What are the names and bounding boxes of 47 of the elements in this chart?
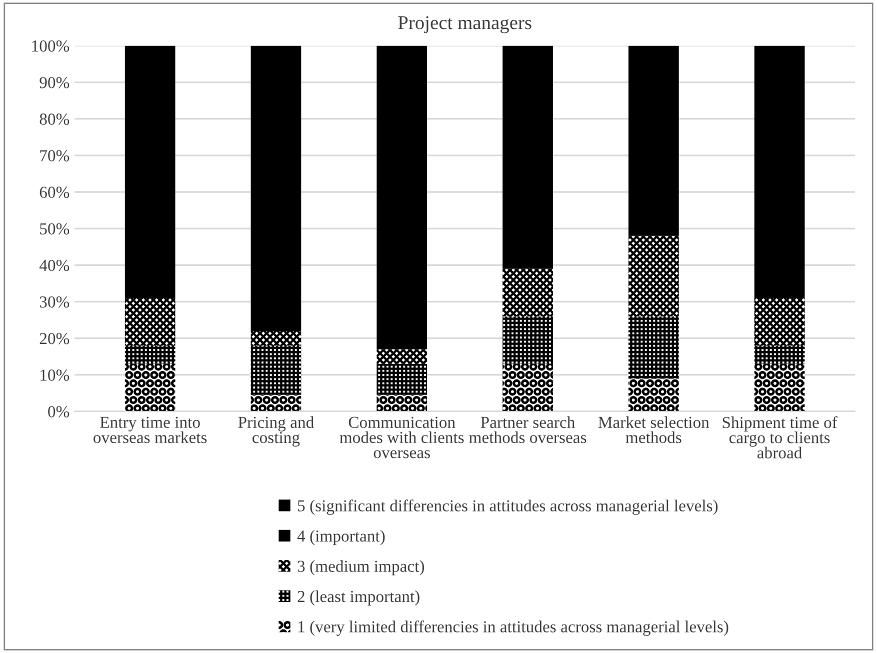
legend-label: 1 (very limited differencies in attitudes across managerial levels) bbox=[298, 620, 728, 636]
bar bbox=[502, 46, 553, 269]
bar bbox=[124, 46, 176, 298]
y-tick-label: 90% bbox=[40, 76, 70, 88]
y-tick-label: 0% bbox=[48, 406, 70, 418]
bar bbox=[502, 316, 553, 364]
bar bbox=[124, 298, 176, 346]
bar bbox=[502, 268, 553, 316]
x-tick-label: Partner search methods overseas bbox=[469, 416, 586, 444]
bar bbox=[628, 378, 679, 412]
y-tick-label: 30% bbox=[40, 296, 70, 308]
bar bbox=[376, 394, 428, 412]
bar bbox=[628, 46, 679, 236]
bar bbox=[250, 46, 302, 331]
bar bbox=[628, 236, 679, 316]
bar bbox=[250, 394, 302, 412]
bar bbox=[124, 346, 176, 364]
bar bbox=[502, 364, 553, 412]
x-tick-label: Entry time into overseas markets bbox=[94, 416, 207, 444]
x-tick-label: Market selection methods bbox=[598, 416, 710, 444]
y-tick-label: 10% bbox=[40, 370, 70, 381]
y-tick-label: 80% bbox=[40, 114, 70, 125]
x-tick-label: Shipment time of cargo to clients abroad bbox=[722, 416, 838, 458]
legend-label: 2 (least important) bbox=[298, 590, 420, 606]
bar bbox=[376, 349, 428, 364]
y-tick-label: 50% bbox=[40, 223, 70, 235]
legend-label: 5 (significant differencies in attitudes across managerial levels) bbox=[298, 500, 718, 515]
bar bbox=[754, 346, 805, 364]
chart-title: Project managers bbox=[398, 16, 532, 34]
legend-label: 3 (medium impact) bbox=[298, 560, 424, 576]
bar bbox=[376, 364, 428, 395]
bar bbox=[124, 364, 176, 412]
bar bbox=[376, 46, 428, 350]
y-tick-label: 70% bbox=[40, 150, 70, 162]
bar bbox=[250, 346, 302, 395]
legend-label: 4 (important) bbox=[297, 530, 385, 546]
y-tick-label: 60% bbox=[40, 186, 70, 198]
y-tick-label: 20% bbox=[40, 332, 70, 344]
x-tick-label: Pricing and costing bbox=[238, 416, 314, 447]
x-tick-label: Communication modes with clients overseas bbox=[340, 416, 464, 458]
bar bbox=[628, 316, 679, 378]
bar bbox=[754, 46, 805, 298]
y-tick-label: 40% bbox=[39, 260, 70, 272]
bar bbox=[754, 298, 805, 346]
bar bbox=[754, 364, 805, 412]
y-tick-label: 100% bbox=[32, 40, 70, 52]
bar bbox=[250, 330, 302, 346]
